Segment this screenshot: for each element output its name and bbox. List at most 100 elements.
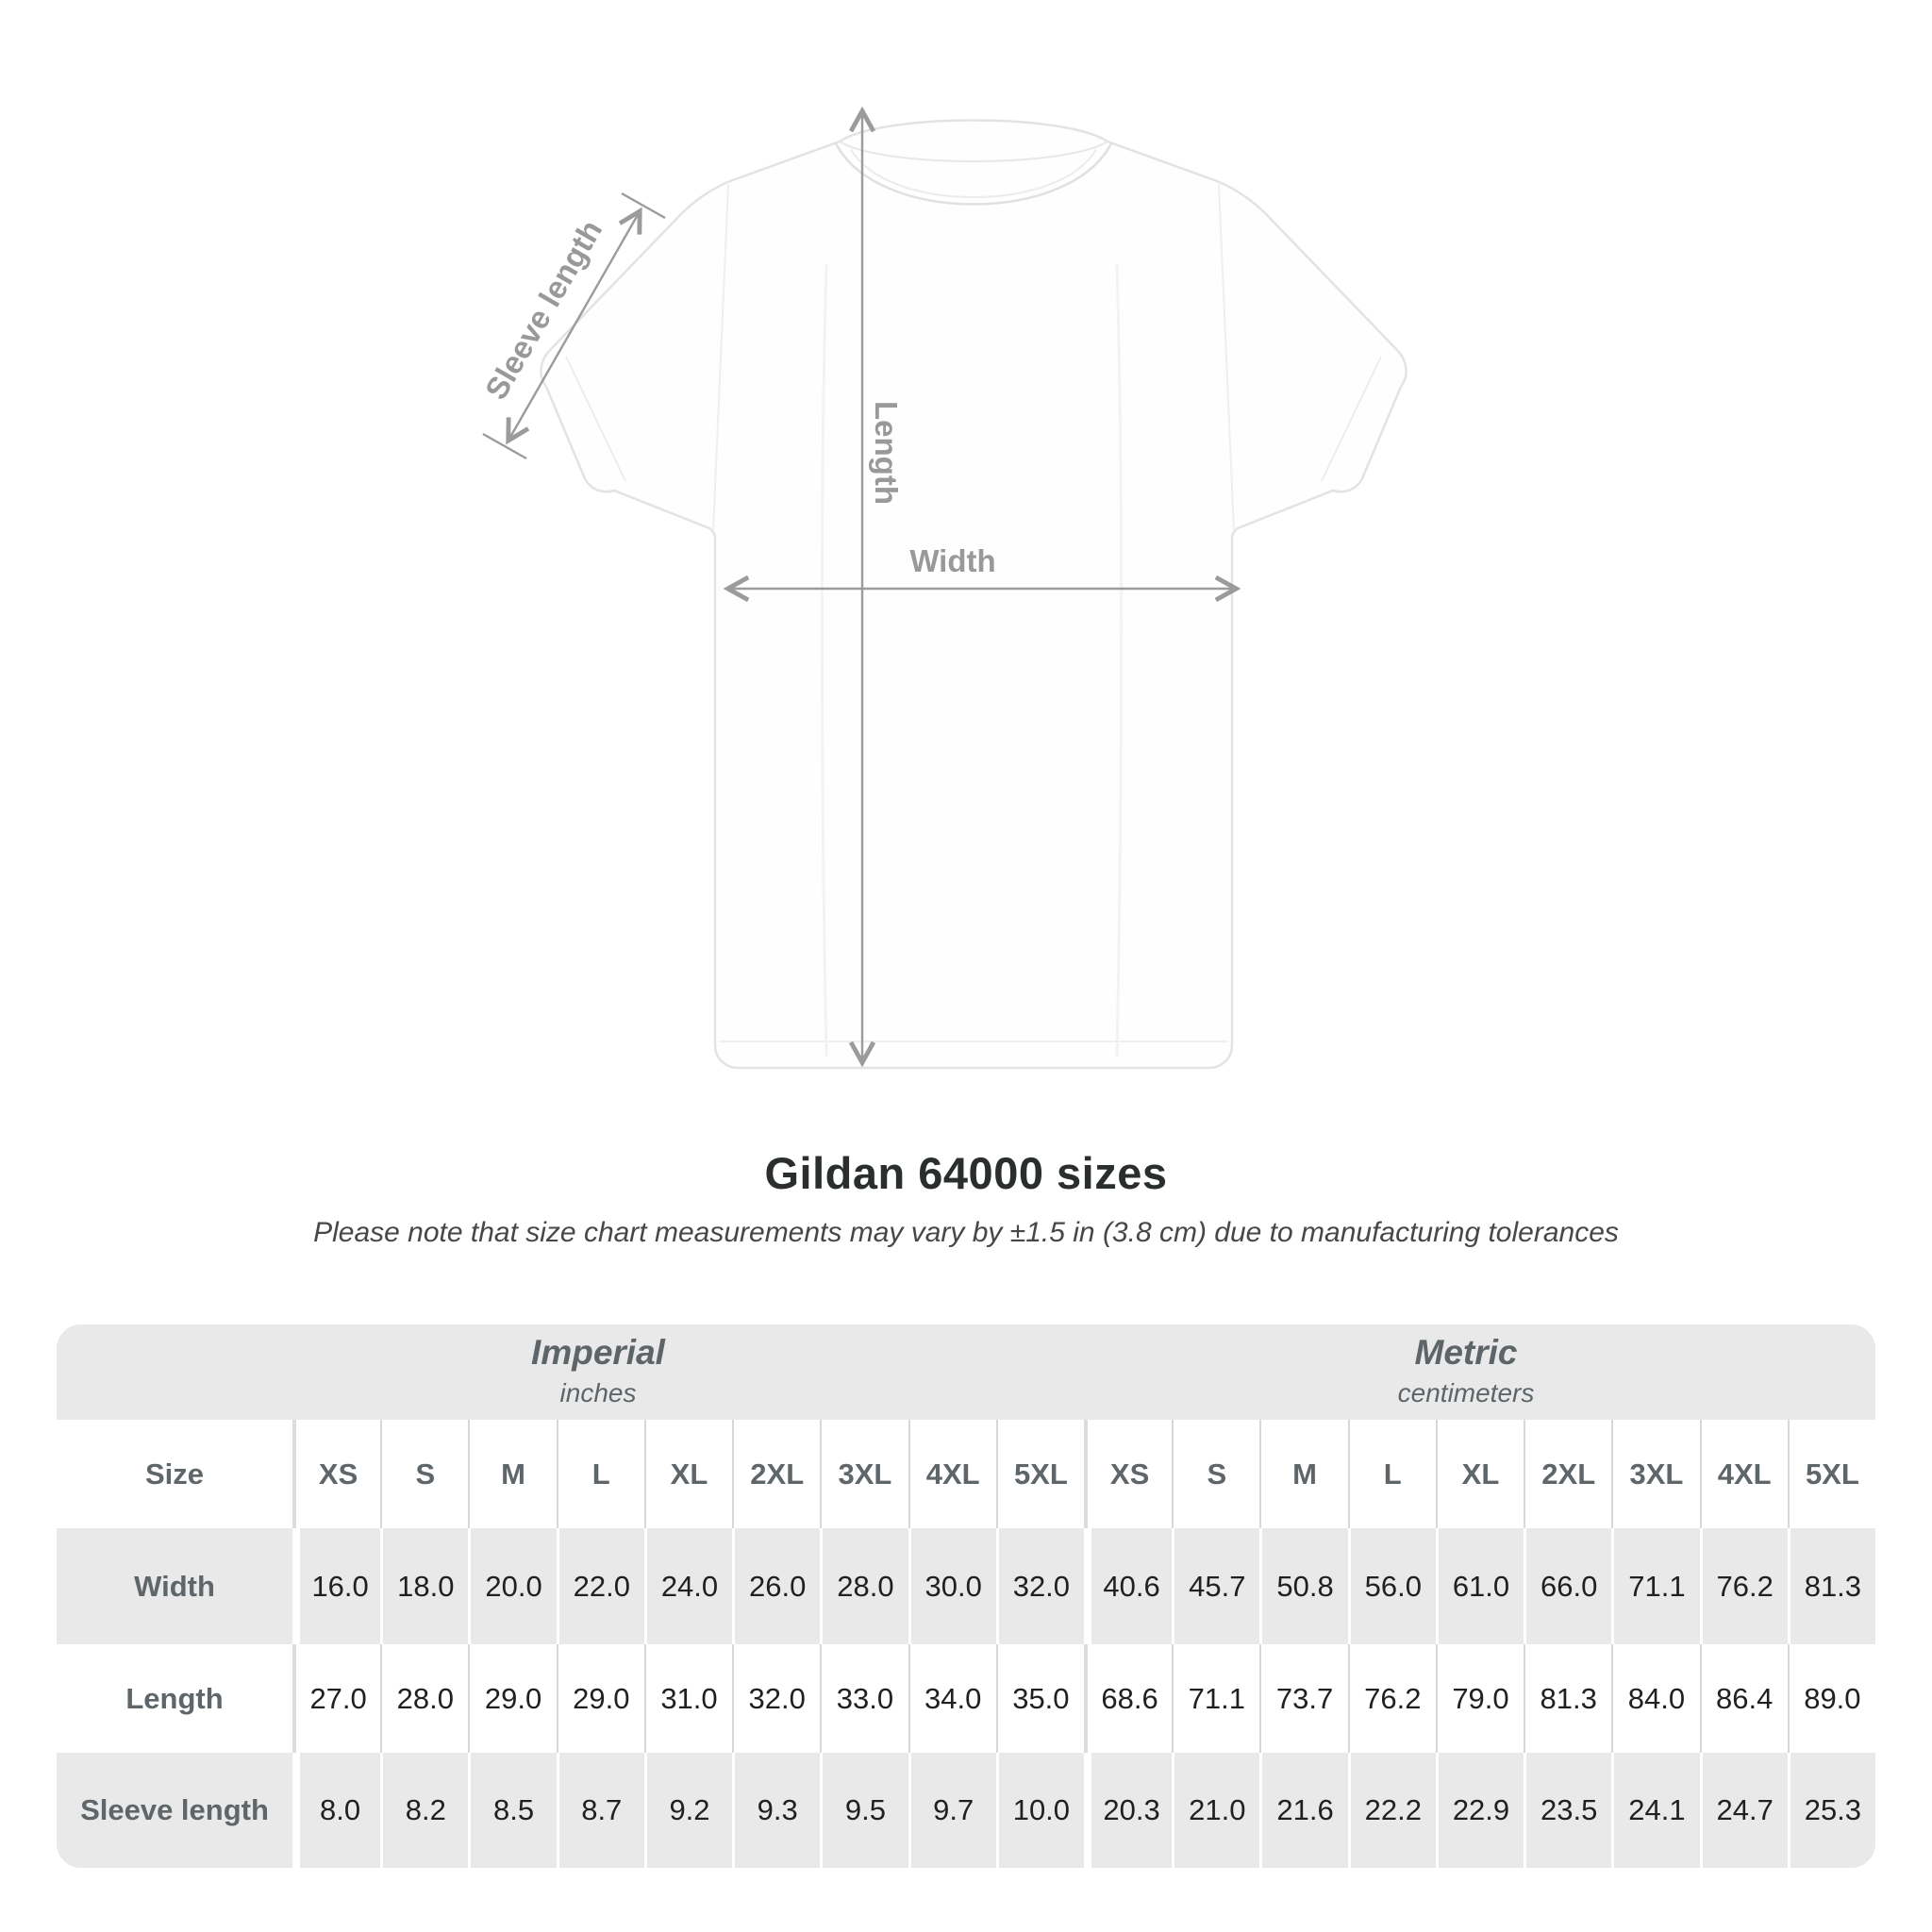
value-cell: 50.8	[1259, 1528, 1347, 1644]
value-cell: 9.3	[732, 1753, 820, 1868]
value-cell: 35.0	[995, 1644, 1084, 1753]
imperial-unit: inches	[559, 1378, 637, 1407]
value-cell: 24.1	[1611, 1753, 1699, 1868]
value-cell: 20.3	[1083, 1753, 1172, 1868]
value-cell: 8.7	[556, 1753, 644, 1868]
value-cell: 24.0	[643, 1528, 732, 1644]
unit-header-band: Imperial inches Metric centimeters	[57, 1324, 1875, 1420]
value-cell: 27.0	[292, 1644, 380, 1753]
value-cell: 76.2	[1347, 1644, 1436, 1753]
value-cell: 22.9	[1435, 1753, 1524, 1868]
value-cell: 89.0	[1787, 1644, 1875, 1753]
value-cell: 9.5	[820, 1753, 908, 1868]
value-cell: 33.0	[820, 1644, 908, 1753]
size-header-cell: 5XL	[1787, 1420, 1875, 1528]
size-header-cell: 2XL	[732, 1420, 820, 1528]
size-header-cell: 4XL	[908, 1420, 996, 1528]
value-cell: 81.3	[1787, 1528, 1875, 1644]
value-cell: 9.2	[643, 1753, 732, 1868]
value-cell: 29.0	[556, 1644, 644, 1753]
size-header-cell: XL	[643, 1420, 732, 1528]
row-label-cell: Width	[134, 1569, 215, 1603]
value-cell: 29.0	[468, 1644, 556, 1753]
value-cell: 71.1	[1611, 1528, 1699, 1644]
size-header-cell: M	[1259, 1420, 1347, 1528]
length-row: Length 27.0 28.0 29.0 29.0 31.0 32.0 33.0 34.0 35…	[57, 1644, 1875, 1753]
value-cell: 21.6	[1259, 1753, 1347, 1868]
imperial-header: Imperial inches	[531, 1333, 665, 1408]
value-cell: 28.0	[820, 1528, 908, 1644]
size-header-cell: XS	[292, 1420, 380, 1528]
metric-header: Metric centimeters	[1398, 1333, 1535, 1408]
value-cell: 9.7	[908, 1753, 996, 1868]
value-cell: 76.2	[1699, 1528, 1788, 1644]
value-cell: 32.0	[995, 1528, 1084, 1644]
value-cell: 30.0	[908, 1528, 996, 1644]
sleeve-arrow-start-tick	[621, 192, 666, 220]
size-header-cell: L	[556, 1420, 644, 1528]
size-header-cell: 3XL	[820, 1420, 908, 1528]
value-cell: 8.5	[468, 1753, 556, 1868]
width-label: Width	[909, 543, 995, 578]
value-cell: 56.0	[1347, 1528, 1436, 1644]
value-cell: 71.1	[1172, 1644, 1259, 1753]
right-sleeve-hem	[1321, 356, 1382, 482]
value-cell: 32.0	[732, 1644, 820, 1753]
value-cell: 40.6	[1083, 1528, 1172, 1644]
value-cell: 18.0	[380, 1528, 468, 1644]
value-cell: 31.0	[643, 1644, 732, 1753]
value-cell: 20.0	[468, 1528, 556, 1644]
value-cell: 10.0	[995, 1753, 1084, 1868]
page-title: Gildan 64000 sizes	[764, 1148, 1168, 1198]
size-header-row: Size XS S M L XL 2XL 3XL 4XL 5XL XS S M L XL 2XL 3XL 4XL 5…	[57, 1420, 1875, 1528]
sleeve-length-row: Sleeve length 8.0 8.2 8.5 8.7 9.2 9.3 9.5 9.7 10.…	[57, 1753, 1875, 1868]
value-cell: 34.0	[908, 1644, 996, 1753]
size-header-cell: L	[1347, 1420, 1436, 1528]
size-header-cell: 4XL	[1699, 1420, 1788, 1528]
value-cell: 28.0	[380, 1644, 468, 1753]
value-cell: 25.3	[1787, 1753, 1875, 1868]
body-crease-left	[820, 263, 828, 1058]
value-cell: 16.0	[292, 1528, 380, 1644]
tshirt-outline	[540, 119, 1407, 1070]
sleeve-length-arrow	[509, 213, 639, 439]
value-cell: 61.0	[1435, 1528, 1524, 1644]
metric-title: Metric	[1414, 1333, 1518, 1372]
size-header-cell: 5XL	[995, 1420, 1084, 1528]
imperial-title: Imperial	[531, 1333, 665, 1372]
size-header-cell: XS	[1083, 1420, 1172, 1528]
left-sleeve-seam	[712, 184, 729, 531]
sleeve-arrow-end-tick	[482, 432, 527, 460]
value-cell: 68.6	[1083, 1644, 1172, 1753]
value-cell: 73.7	[1259, 1644, 1347, 1753]
value-cell: 79.0	[1435, 1644, 1524, 1753]
value-cell: 26.0	[732, 1528, 820, 1644]
size-header-cell: S	[1172, 1420, 1259, 1528]
width-row: Width 16.0 18.0 20.0 22.0 24.0 26.0 28.0 30.0 32.…	[57, 1528, 1875, 1644]
value-cell: 84.0	[1611, 1644, 1699, 1753]
length-label: Length	[869, 401, 904, 505]
value-cell: 22.2	[1347, 1753, 1436, 1868]
size-table: Imperial inches Metric centimeters Size X…	[57, 1324, 1875, 1868]
value-cell: 24.7	[1699, 1753, 1788, 1868]
value-cell: 45.7	[1172, 1528, 1259, 1644]
value-cell: 21.0	[1172, 1753, 1259, 1868]
value-cell: 86.4	[1699, 1644, 1788, 1753]
row-label-cell: Length	[125, 1681, 224, 1715]
value-cell: 81.3	[1524, 1644, 1611, 1753]
size-header-cell: 3XL	[1611, 1420, 1699, 1528]
metric-unit: centimeters	[1397, 1378, 1535, 1407]
value-cell: 66.0	[1524, 1528, 1611, 1644]
size-header-cell: M	[468, 1420, 556, 1528]
body-crease-right	[1115, 263, 1124, 1058]
size-header-cell: 2XL	[1524, 1420, 1611, 1528]
row-label-cell: Sleeve length	[80, 1793, 269, 1826]
size-header-cell: XL	[1435, 1420, 1524, 1528]
value-cell: 8.2	[380, 1753, 468, 1868]
value-cell: 23.5	[1524, 1753, 1611, 1868]
size-corner-cell: Size	[144, 1457, 205, 1491]
tshirt-diagram: Length Width Sleeve length	[478, 0, 1407, 1070]
size-header-cell: S	[380, 1420, 468, 1528]
value-cell: 22.0	[556, 1528, 644, 1644]
right-sleeve-seam	[1218, 184, 1235, 531]
